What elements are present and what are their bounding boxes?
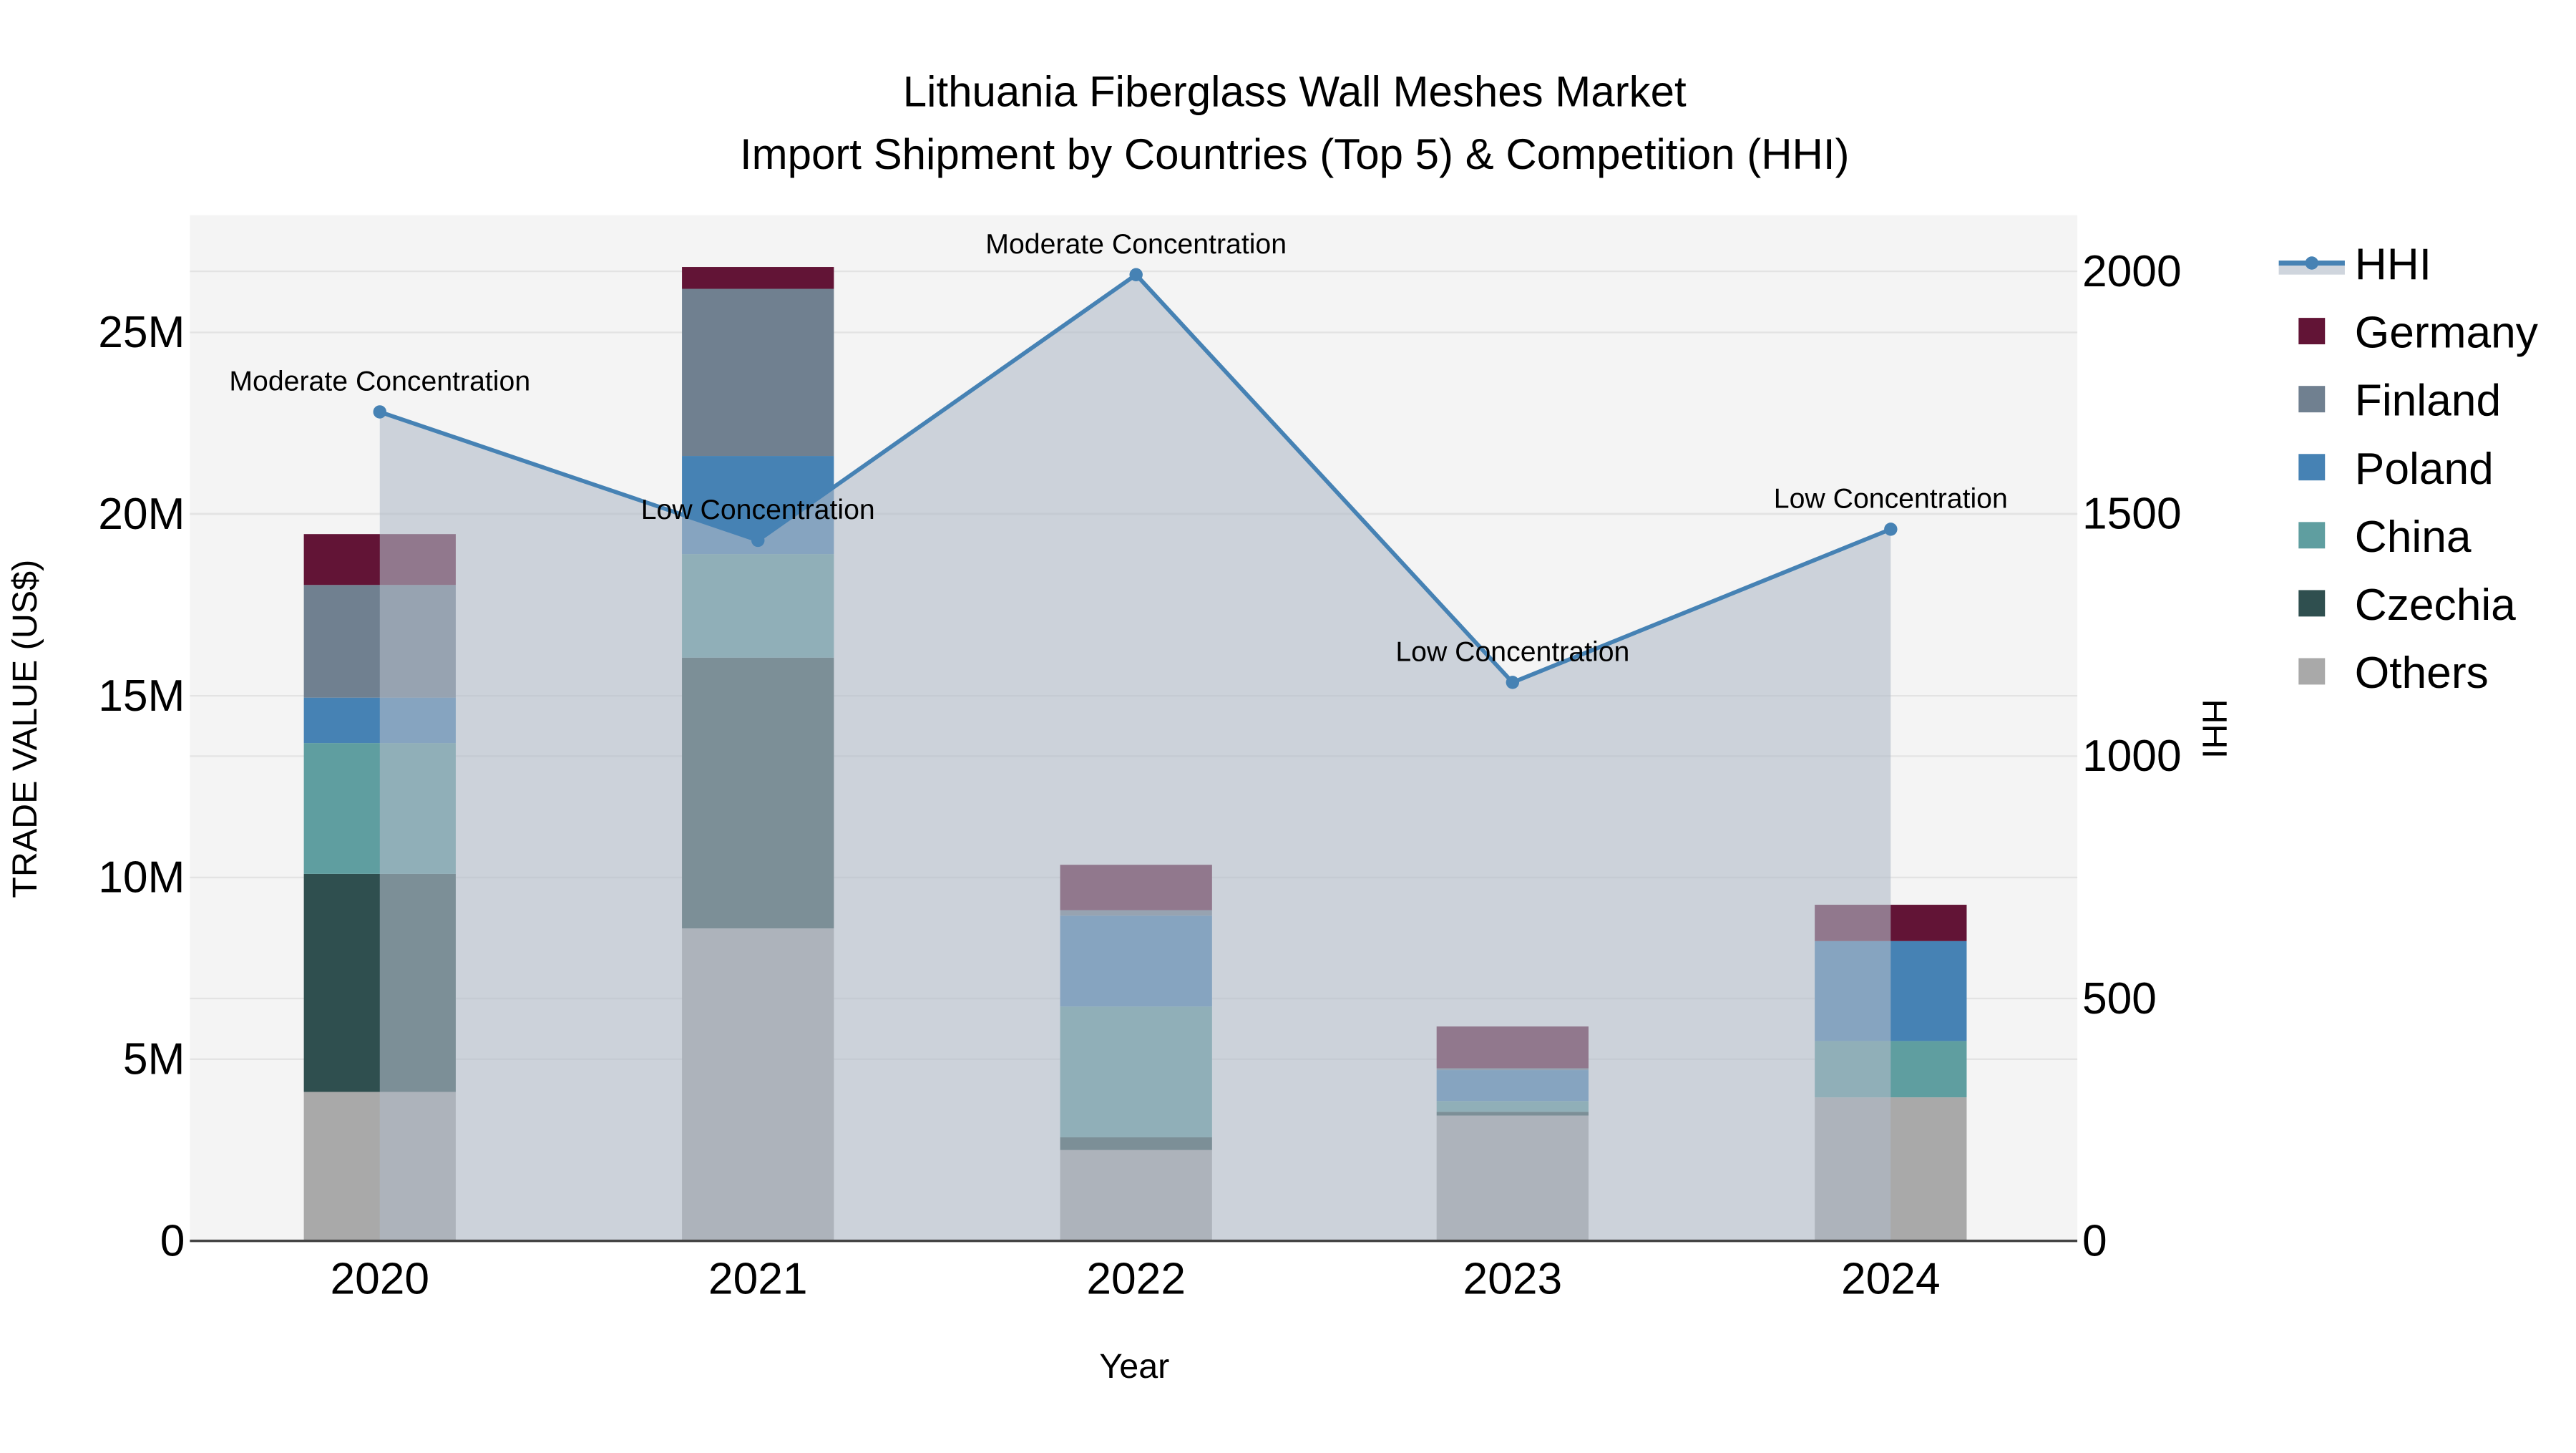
legend-item-czechia[interactable]: Czechia [2298, 580, 2516, 630]
y-left-tick-label: 0 [160, 1216, 185, 1265]
legend-item-china[interactable]: China [2298, 512, 2472, 562]
hhi-area [379, 274, 1891, 1241]
legend-item-hhi[interactable]: HHI [2278, 240, 2431, 290]
legend-swatch-icon [2298, 454, 2326, 481]
hhi-annotation-2021: Low Concentration [641, 494, 875, 525]
x-tick-label: 2021 [708, 1255, 808, 1304]
x-tick-label: 2023 [1463, 1255, 1563, 1304]
bar-segment-germany-2021[interactable] [682, 267, 834, 289]
hhi-marker-2021[interactable] [751, 533, 765, 548]
chart-title-line2: Import Shipment by Countries (Top 5) & C… [740, 130, 1850, 178]
legend-label: Germany [2355, 308, 2539, 358]
legend-label: Poland [2355, 444, 2494, 494]
hhi-annotation-2022: Moderate Concentration [985, 228, 1287, 260]
legend-item-others[interactable]: Others [2298, 648, 2489, 698]
legend-label: Czechia [2355, 580, 2516, 630]
legend: HHI Germany Finland Poland China Czechia Other… [2278, 240, 2539, 698]
legend-item-germany[interactable]: Germany [2298, 308, 2539, 358]
x-axis-title: Year [1099, 1347, 1169, 1386]
y-right-tick-label: 0 [2082, 1216, 2107, 1265]
y-axis-left-title: TRADE VALUE (US$) [6, 560, 44, 898]
legend-label: HHI [2355, 240, 2431, 290]
y-left-tick-label: 20M [98, 490, 185, 539]
legend-swatch-icon [2298, 590, 2326, 617]
y-axis-right-ticks: 0 500 1000 1500 2000 [2082, 247, 2182, 1266]
legend-swatch-icon [2298, 522, 2326, 549]
y-right-tick-label: 1500 [2082, 489, 2182, 538]
legend-swatch-icon [2298, 386, 2326, 413]
y-left-tick-label: 5M [123, 1035, 185, 1084]
hhi-annotation-2023: Low Concentration [1395, 636, 1629, 667]
hhi-annotation-2020: Moderate Concentration [229, 365, 530, 397]
legend-item-poland[interactable]: Poland [2298, 444, 2494, 494]
hhi-marker-2024[interactable] [1884, 523, 1898, 536]
y-right-tick-label: 500 [2082, 974, 2157, 1024]
y-right-tick-label: 2000 [2082, 247, 2182, 296]
x-tick-label: 2024 [1841, 1255, 1941, 1304]
x-tick-label: 2020 [330, 1255, 429, 1304]
legend-label: China [2355, 512, 2472, 562]
x-axis-ticks: 2020 2021 2022 2023 2024 [330, 1255, 1940, 1304]
hhi-legend-marker-icon [2305, 256, 2318, 270]
bar-segment-finland-2021[interactable] [682, 288, 834, 457]
y-left-tick-label: 15M [98, 671, 185, 721]
legend-item-finland[interactable]: Finland [2298, 376, 2501, 426]
legend-label: Others [2355, 648, 2489, 698]
y-axis-right-title: HHI [2195, 699, 2233, 759]
hhi-marker-2020[interactable] [373, 405, 386, 419]
hhi-series: Moderate Concentration Low Concentration M… [229, 228, 2008, 1241]
y-left-tick-label: 25M [98, 308, 185, 357]
hhi-annotation-2024: Low Concentration [1774, 482, 2008, 514]
legend-swatch-icon [2298, 658, 2326, 685]
x-tick-label: 2022 [1086, 1255, 1186, 1304]
y-axis-left-ticks: 0 5M 10M 15M 20M 25M [98, 308, 185, 1265]
legend-swatch-icon [2298, 318, 2326, 345]
y-left-tick-label: 10M [98, 853, 185, 903]
chart-title-line1: Lithuania Fiberglass Wall Meshes Market [903, 67, 1687, 115]
hhi-marker-2023[interactable] [1506, 676, 1520, 689]
y-right-tick-label: 1000 [2082, 732, 2182, 781]
legend-label: Finland [2355, 376, 2501, 426]
hhi-marker-2022[interactable] [1129, 268, 1143, 282]
